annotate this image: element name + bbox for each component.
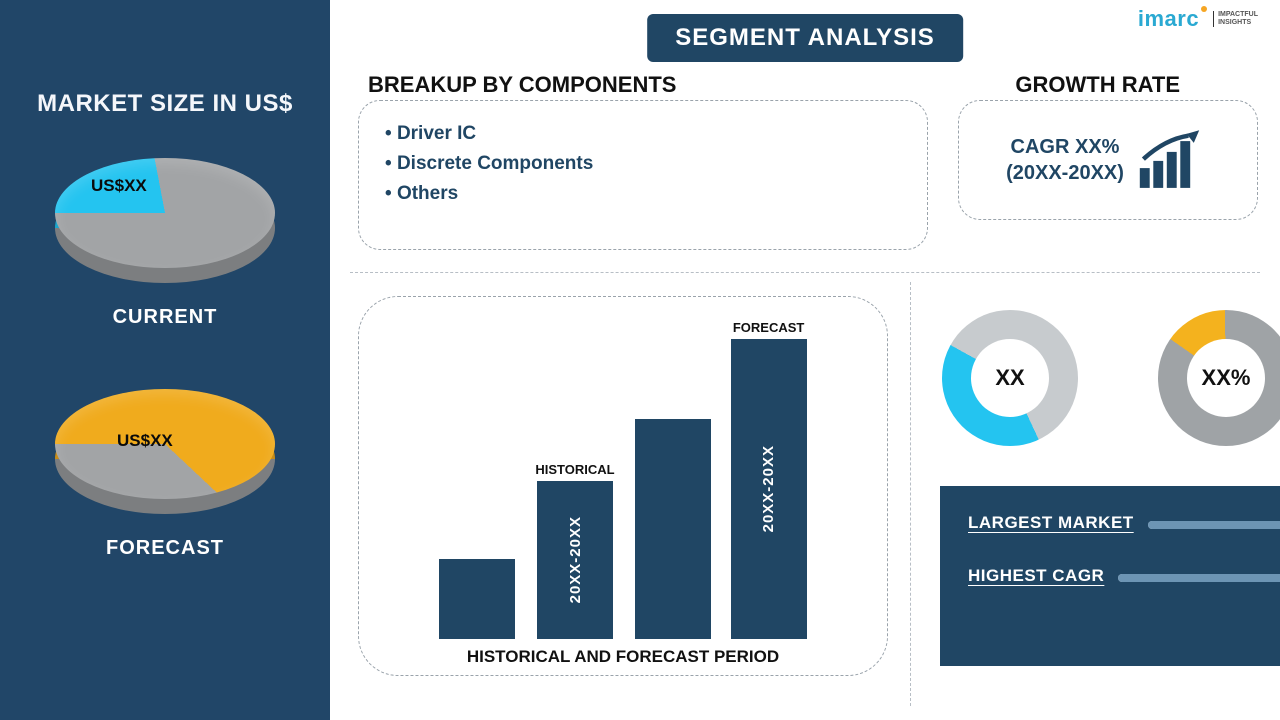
info-row: LARGEST MARKETXX	[968, 512, 1280, 533]
info-bar-fill	[1118, 574, 1280, 582]
pie-value-tag: US$XX	[91, 176, 147, 196]
bars-caption: HISTORICAL AND FORECAST PERIOD	[467, 647, 779, 667]
pie-current: US$XX CURRENT	[55, 158, 275, 329]
info-bar-track	[1118, 574, 1280, 582]
brand-logo: imarc IMPACTFULINSIGHTS	[1138, 6, 1258, 32]
bar-period-label: 20XX-20XX	[567, 516, 584, 603]
info-bar-track	[1148, 521, 1280, 529]
info-label: LARGEST MARKET	[968, 513, 1134, 533]
growth-chart-icon	[1138, 128, 1210, 192]
info-label: HIGHEST CAGR	[968, 566, 1104, 586]
bars-panel: HISTORICAL 20XX-20XX FORECAST 20XX-20XX HIS…	[358, 296, 888, 676]
logo-sub: IMPACTFULINSIGHTS	[1213, 11, 1258, 27]
breakup-item: Driver IC	[385, 119, 901, 149]
growth-box: CAGR XX%(20XX-20XX)	[958, 100, 1258, 220]
page-title: SEGMENT ANALYSIS	[647, 14, 963, 62]
main-panel: SEGMENT ANALYSIS imarc IMPACTFULINSIGHTS…	[330, 0, 1280, 720]
info-card: LARGEST MARKETXX HIGHEST CAGRXX%	[940, 486, 1280, 666]
pie-value-tag: US$XX	[117, 431, 173, 451]
breakup-item: Discrete Components	[385, 149, 901, 179]
donut-center-label: XX%	[1187, 339, 1265, 417]
breakup-box: Driver ICDiscrete ComponentsOthers	[358, 100, 928, 250]
sidebar: MARKET SIZE IN US$ US$XX CURRENT US$XX F…	[0, 0, 330, 720]
donut-chart: XX	[942, 310, 1078, 446]
pie-label: CURRENT	[113, 306, 218, 329]
bar-tag: HISTORICAL	[535, 462, 614, 477]
cagr-text: CAGR XX%(20XX-20XX)	[1006, 134, 1124, 186]
breakup-list: Driver ICDiscrete ComponentsOthers	[385, 119, 901, 209]
info-bar-fill	[1148, 521, 1280, 529]
sidebar-title: MARKET SIZE IN US$	[37, 90, 293, 118]
bar-column	[439, 555, 515, 639]
breakup-item: Others	[385, 179, 901, 209]
logo-word: imarc	[1138, 6, 1199, 32]
bar-column: HISTORICAL 20XX-20XX	[535, 462, 614, 639]
donuts-row: XX XX%	[942, 310, 1280, 446]
v-divider	[910, 282, 911, 706]
growth-heading: GROWTH RATE	[1015, 72, 1180, 98]
bar: 20XX-20XX	[537, 481, 613, 639]
donut-chart: XX%	[1158, 310, 1280, 446]
pie-label: FORECAST	[106, 537, 224, 560]
bar-column	[635, 415, 711, 639]
bar	[635, 419, 711, 639]
bar-tag: FORECAST	[733, 320, 805, 335]
donut-center-label: XX	[971, 339, 1049, 417]
breakup-heading: BREAKUP BY COMPONENTS	[368, 72, 676, 98]
pie-forecast: US$XX FORECAST	[55, 389, 275, 560]
info-row: HIGHEST CAGRXX%	[968, 565, 1280, 586]
h-divider	[350, 272, 1260, 273]
bar-period-label: 20XX-20XX	[760, 445, 777, 532]
bar-column: FORECAST 20XX-20XX	[731, 320, 807, 639]
bar	[439, 559, 515, 639]
bar: 20XX-20XX	[731, 339, 807, 639]
